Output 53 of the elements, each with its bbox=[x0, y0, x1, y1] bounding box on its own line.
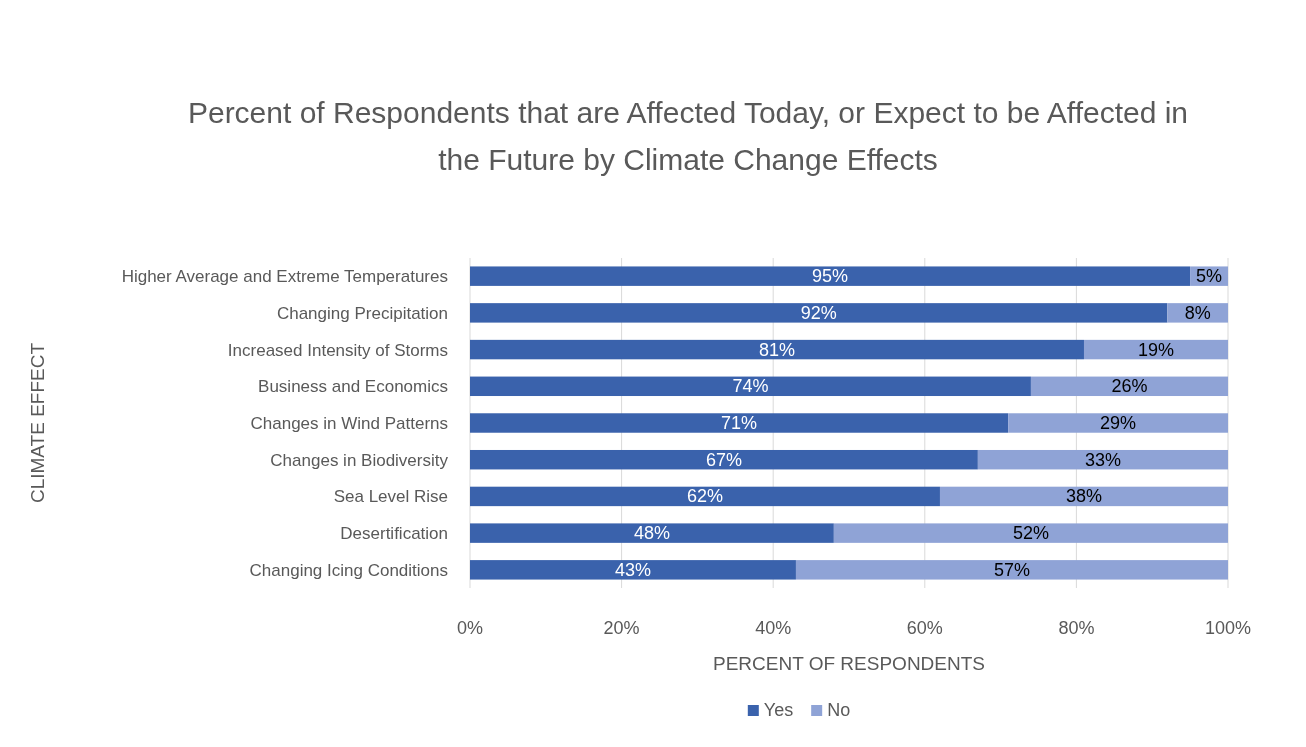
bar bbox=[470, 449, 978, 470]
data-label: 48% bbox=[633, 523, 670, 544]
bar bbox=[1030, 376, 1228, 397]
y-tick-label: Increased Intensity of Storms bbox=[227, 340, 448, 360]
y-tick-label: Desertification bbox=[340, 524, 448, 544]
x-tick-label: 0% bbox=[456, 618, 484, 638]
legend-label: No bbox=[827, 700, 851, 720]
y-tick-label: Business and Economics bbox=[258, 377, 448, 397]
data-label: 19% bbox=[1137, 339, 1175, 360]
y-tick-label: Higher Average and Extreme Temperatures bbox=[121, 267, 448, 287]
x-tick-label: 20% bbox=[603, 618, 640, 638]
data-label: 29% bbox=[1100, 413, 1137, 433]
data-label: 8% bbox=[1184, 302, 1211, 323]
bar bbox=[833, 523, 1228, 543]
bar bbox=[470, 266, 1191, 286]
data-label: 62% bbox=[686, 486, 723, 507]
y-tick-label: Changes in Wind Patterns bbox=[250, 414, 448, 433]
data-label: 71% bbox=[721, 413, 758, 433]
y-tick-label: Changing Precipitation bbox=[276, 303, 448, 323]
bar bbox=[470, 413, 1009, 433]
data-label: 52% bbox=[1012, 523, 1049, 544]
bar bbox=[470, 523, 834, 543]
data-label: 95% bbox=[812, 266, 849, 287]
bar bbox=[470, 486, 940, 507]
data-label: 57% bbox=[993, 559, 1030, 580]
bar bbox=[470, 339, 1084, 360]
x-tick-label: 60% bbox=[906, 618, 943, 638]
bar bbox=[470, 560, 796, 580]
data-label: 81% bbox=[758, 339, 796, 360]
data-label: 5% bbox=[1196, 266, 1223, 287]
y-tick-label: Sea Level Rise bbox=[333, 487, 448, 507]
x-axis-title: PERCENT OF RESPONDENTS bbox=[712, 653, 986, 674]
data-label: 33% bbox=[1084, 449, 1121, 470]
bar bbox=[977, 449, 1228, 470]
data-label: 67% bbox=[705, 449, 742, 470]
bar bbox=[470, 303, 1168, 323]
legend-label: Yes bbox=[763, 700, 794, 720]
bar bbox=[470, 376, 1031, 397]
x-tick-label: 100% bbox=[1204, 618, 1252, 638]
bar bbox=[939, 486, 1228, 507]
y-tick-label: Changes in Biodiversity bbox=[270, 450, 449, 470]
x-tick-label: 40% bbox=[755, 618, 792, 638]
data-label: 74% bbox=[732, 376, 769, 397]
data-label: 26% bbox=[1111, 376, 1148, 397]
chart-title: Percent of Respondents that are Affected Today, or Expect to be Affected in the Future by Climate Change Effects bbox=[187, 96, 1189, 176]
bar bbox=[1008, 413, 1228, 433]
data-label: 43% bbox=[614, 559, 651, 580]
bar bbox=[795, 560, 1228, 580]
y-tick-label: Changing Icing Conditions bbox=[249, 560, 448, 580]
data-label: 38% bbox=[1065, 486, 1102, 507]
x-tick-label: 80% bbox=[1058, 618, 1095, 638]
data-label: 92% bbox=[800, 302, 837, 323]
y-axis-title: CLIMATE EFFECT bbox=[27, 342, 48, 504]
